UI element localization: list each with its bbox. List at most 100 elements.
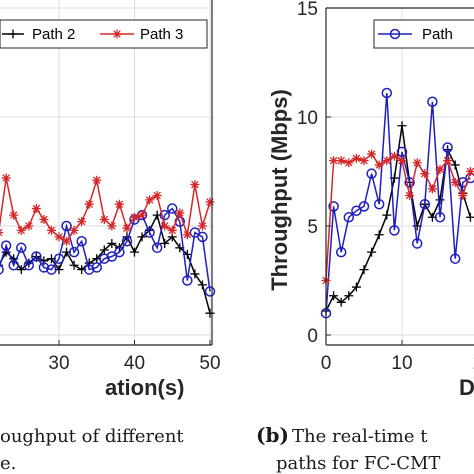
chart-a-frame [0, 0, 213, 346]
data-point [160, 221, 170, 231]
data-point [61, 220, 72, 232]
data-point [121, 236, 133, 247]
data-point [38, 262, 50, 273]
caption-right-line-2: paths for FC-CMT [276, 453, 440, 474]
data-point [434, 212, 446, 223]
x-tick-label: 40 [124, 353, 145, 374]
data-point [397, 156, 407, 166]
data-point [389, 225, 400, 236]
data-point [46, 225, 56, 235]
data-point [53, 253, 65, 264]
data-point [335, 246, 347, 258]
data-point [450, 160, 460, 170]
data-point [107, 221, 117, 231]
data-point [16, 265, 26, 275]
data-point [151, 242, 163, 254]
data-point [16, 242, 27, 254]
data-point [1, 173, 11, 183]
chart-a-grid [0, 0, 212, 345]
chart-b-y-axis-title: Throughput (Mbps) [267, 89, 292, 291]
data-point [435, 164, 445, 174]
data-point [420, 169, 430, 179]
data-point [190, 269, 200, 279]
chart-a-legend: Path 2 Path 3 [0, 19, 208, 49]
data-point [77, 217, 87, 227]
data-point [419, 198, 431, 210]
data-point [182, 275, 193, 286]
data-point [99, 245, 109, 255]
data-point [329, 291, 339, 301]
chart-a-ticks: 30 40 50 [48, 340, 221, 374]
data-point [99, 214, 109, 224]
data-point [442, 142, 453, 153]
y-tick-label: 0 [307, 326, 318, 347]
data-point [405, 190, 415, 200]
data-point [351, 205, 362, 216]
data-point [99, 253, 110, 264]
data-point [182, 230, 192, 240]
data-point [46, 264, 57, 275]
data-point [107, 238, 117, 248]
data-point [458, 190, 468, 200]
series-line [0, 212, 211, 314]
data-point [137, 210, 147, 220]
data-point [397, 121, 407, 131]
legend-marker-path [389, 28, 401, 40]
data-point [167, 225, 177, 235]
data-point [449, 253, 461, 264]
data-point [374, 160, 384, 170]
data-point [0, 264, 4, 266]
data-point [389, 151, 399, 161]
data-point [351, 153, 361, 163]
data-point [197, 221, 207, 231]
data-point [359, 265, 369, 275]
data-point [366, 168, 377, 179]
data-point [204, 286, 216, 297]
x-tick-label: 2 [473, 353, 474, 374]
captions: oughput of different e. (b) The real-tim… [0, 423, 440, 474]
x-tick-label: 30 [48, 353, 69, 374]
data-point [9, 210, 19, 220]
data-point [344, 158, 354, 168]
data-point [367, 247, 377, 257]
data-point [167, 203, 178, 214]
x-tick-label: 0 [321, 353, 332, 374]
data-point [159, 209, 170, 221]
chart-a: 30 40 50 Path 2 Path 3 ation(s) [0, 0, 221, 400]
data-point [130, 212, 139, 222]
data-point [145, 195, 155, 205]
data-point [435, 195, 445, 205]
x-tick-label: 50 [199, 353, 220, 374]
data-point [465, 167, 474, 176]
legend-label-path: Path [422, 26, 453, 43]
data-point [382, 156, 392, 166]
data-point [106, 251, 118, 262]
data-point [450, 177, 460, 187]
data-point [0, 228, 4, 237]
legend-marker-path-3 [112, 29, 122, 39]
data-point [31, 204, 41, 214]
caption-left-line-2: e. [0, 453, 16, 474]
chart-b-legend: Path [373, 19, 474, 49]
data-point [137, 232, 147, 242]
data-point [411, 238, 423, 249]
data-point [83, 264, 95, 275]
data-point [62, 236, 72, 246]
data-point [374, 230, 384, 240]
data-point [205, 197, 215, 207]
data-point [344, 291, 354, 301]
data-point [54, 232, 64, 242]
data-point [373, 198, 385, 210]
data-point [205, 308, 215, 318]
data-point [382, 210, 392, 220]
y-tick-label: 15 [297, 0, 318, 20]
data-point [190, 180, 200, 190]
chart-a-x-axis-title: ation(s) [105, 375, 184, 400]
data-point [16, 225, 26, 235]
data-point [160, 238, 170, 248]
data-point [24, 221, 34, 231]
data-point [197, 231, 208, 243]
data-point [0, 240, 12, 251]
data-point [427, 184, 437, 194]
